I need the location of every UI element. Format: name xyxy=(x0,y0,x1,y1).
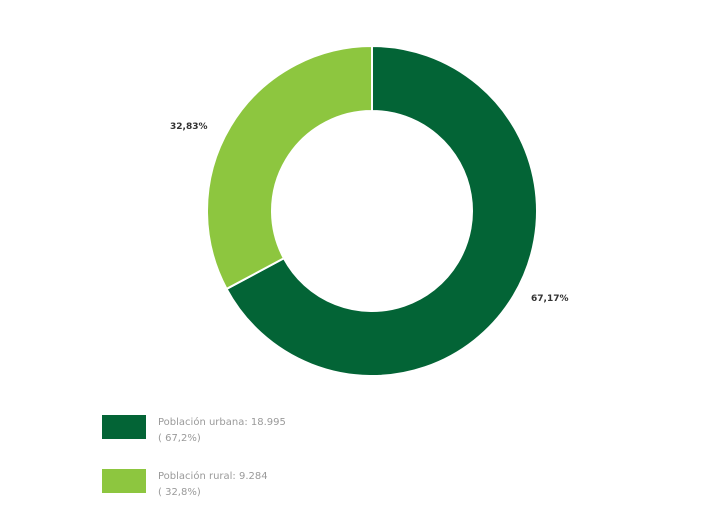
legend-label-rural: Población rural: 9.284 xyxy=(158,471,268,482)
legend-label-urban: Población urbana: 18.995 xyxy=(158,417,286,428)
slice-urban[interactable] xyxy=(225,44,538,377)
legend-swatch-urban xyxy=(102,415,146,439)
slice-rural[interactable] xyxy=(206,44,373,291)
legend-item-rural[interactable]: Población rural: 9.284 ( 32,8%) xyxy=(102,469,338,501)
legend-percent-urban: ( 67,2%) xyxy=(158,433,201,444)
donut-slices xyxy=(206,44,538,377)
data-label-rural: 32,83% xyxy=(170,122,208,132)
legend-percent-rural: ( 32,8%) xyxy=(158,487,201,498)
legend-item-urban[interactable]: Población urbana: 18.995 ( 67,2%) xyxy=(102,415,338,447)
data-label-urban: 67,17% xyxy=(531,294,569,304)
legend-text-rural: Población rural: 9.284 ( 32,8%) xyxy=(158,469,338,501)
legend-swatch-rural xyxy=(102,469,146,493)
legend-text-urban: Población urbana: 18.995 ( 67,2%) xyxy=(158,415,338,447)
